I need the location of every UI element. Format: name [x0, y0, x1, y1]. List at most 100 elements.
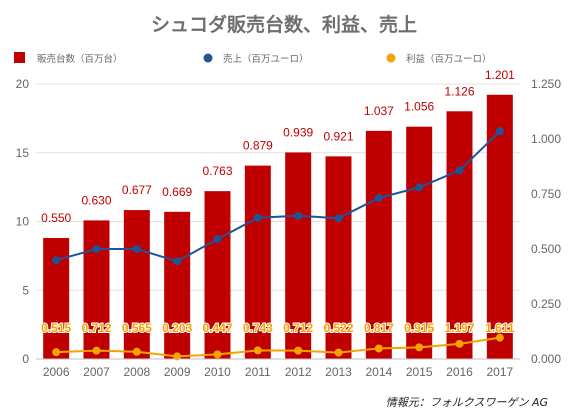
legend-swatch-dot [386, 53, 396, 63]
right-axis-tick-label: 0.750 [531, 187, 561, 201]
bar-data-label: 1.056 [404, 100, 434, 114]
left-axis-tick-label: 15 [16, 146, 30, 160]
legend-label: 利益（百万ユーロ） [406, 53, 492, 65]
source-note: 情報元：フォルクスワーゲン AG [386, 396, 548, 409]
sales-point [52, 256, 61, 265]
bar [365, 130, 392, 359]
bar [406, 126, 433, 360]
profit-point [415, 343, 424, 352]
profit-data-label: 0.203 [162, 321, 192, 335]
bar-data-label: 0.550 [41, 211, 71, 225]
bar [325, 156, 352, 359]
profit-point [52, 348, 61, 357]
bar-data-label: 1.201 [485, 68, 515, 82]
profit-point [334, 348, 343, 357]
profit-line [56, 336, 500, 358]
profit-data-label: 0.515 [41, 321, 71, 335]
left-axis-tick-label: 10 [16, 215, 30, 229]
right-axis-tick-label: 1.000 [531, 132, 561, 146]
bar [244, 165, 271, 359]
x-axis-tick-label: 2007 [83, 365, 110, 379]
bar [43, 238, 70, 359]
sales-point [132, 245, 141, 253]
bar-data-label: 0.763 [202, 164, 232, 178]
profit-data-label: 0.447 [202, 321, 232, 335]
sales-point [495, 127, 504, 136]
x-axis-tick-label: 2006 [43, 365, 70, 379]
right-axis-tick-label: 0.000 [531, 352, 561, 366]
bar-data-label: 1.037 [364, 104, 394, 118]
bar-data-label: 1.126 [444, 84, 474, 98]
bar-series [43, 94, 513, 360]
profit-point [294, 346, 303, 355]
profit-data-label: 0.743 [243, 321, 273, 335]
sales-point [213, 235, 222, 244]
profit-data-label: 0.712 [283, 321, 313, 335]
bar-data-label: 0.921 [323, 129, 353, 143]
x-axis-tick-label: 2009 [164, 365, 191, 379]
sales-point [374, 193, 383, 202]
x-axis-tick-label: 2013 [325, 365, 352, 379]
profit-data-label: 1.197 [444, 321, 474, 335]
sales-line [55, 130, 501, 263]
bar [204, 191, 231, 359]
bar-data-label: 0.630 [81, 193, 111, 207]
x-axis-tick-label: 2012 [285, 365, 312, 379]
x-axis-tick-label: 2011 [245, 365, 271, 379]
profit-data-label: 0.522 [323, 321, 353, 335]
bar [83, 220, 110, 359]
profit-point [455, 339, 464, 348]
right-axis-tick-label: 0.500 [531, 242, 561, 256]
bar-data-label: 0.669 [162, 185, 192, 199]
legend-label: 売上（百万ユーロ） [223, 53, 309, 65]
bar [123, 210, 150, 359]
grid-lines [36, 83, 520, 291]
legend-label: 販売台数（百万台） [37, 53, 123, 65]
x-axis-tick-label: 2010 [204, 365, 231, 379]
x-axis-tick-label: 2016 [446, 365, 473, 379]
legend-swatch-bar [14, 52, 25, 63]
x-axis-tick-label: 2017 [486, 365, 513, 379]
sales-point [294, 211, 303, 220]
bar-data-label: 0.677 [122, 183, 152, 197]
bar [446, 111, 473, 359]
x-axis-tick-label: 2014 [365, 365, 392, 379]
profit-point [173, 352, 182, 361]
sales-point [334, 214, 343, 223]
axes: 0 5 10 15 20 0.000 0.250 0.500 0.750 1.000 1.250 20… [16, 77, 562, 379]
bar-data-label: 0.879 [243, 139, 273, 153]
line-series: 0.515 0.712 0.565 0.203 0.447 0.743 0.712 0.522… [40, 127, 516, 361]
profit-point [213, 350, 222, 359]
x-axis-tick-label: 2008 [123, 365, 150, 379]
sales-point [173, 257, 182, 266]
profit-point [253, 346, 262, 355]
sales-point [415, 183, 424, 192]
x-axis-tick-label: 2015 [406, 365, 433, 379]
profit-point [132, 347, 141, 356]
sales-point [455, 166, 464, 175]
profit-data-label: 0.565 [122, 321, 152, 335]
left-axis-tick-label: 20 [16, 77, 30, 91]
sales-point [92, 245, 101, 253]
bar-data-label: 0.939 [283, 125, 313, 139]
right-axis-tick-label: 0.250 [531, 297, 561, 311]
left-axis-tick-label: 5 [22, 283, 29, 297]
right-axis-tick-label: 1.250 [531, 77, 561, 91]
profit-data-label: 0.915 [404, 321, 434, 335]
profit-point [495, 333, 504, 342]
legend: 販売台数（百万台） 売上（百万ユーロ） 利益（百万ユーロ） [14, 52, 492, 65]
sales-point [253, 213, 262, 222]
chart-title: シュコダ販売台数、利益、売上 [151, 13, 417, 36]
bar-data-labels: 0.550 0.630 0.677 0.669 0.763 0.879 0.939 0.921… [41, 68, 515, 225]
left-axis-tick-label: 0 [22, 352, 29, 366]
legend-swatch-dot [203, 53, 213, 63]
bar [164, 211, 191, 359]
profit-point [374, 344, 383, 353]
profit-data-label: 0.817 [364, 321, 394, 335]
profit-data-label: 1.611 [485, 321, 515, 335]
bar [285, 152, 312, 359]
profit-data-label: 0.712 [81, 321, 111, 335]
profit-point [92, 346, 101, 355]
